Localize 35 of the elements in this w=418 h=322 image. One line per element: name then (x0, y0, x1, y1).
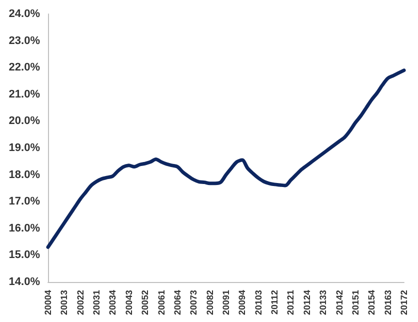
x-tick-label: 20061 (156, 290, 166, 316)
x-tick-label: 20004 (43, 290, 53, 316)
y-tick-label: 18.0% (8, 168, 40, 181)
x-tick-label: 20064 (172, 290, 182, 316)
x-tick-label: 20112 (270, 290, 280, 315)
y-tick-label: 21.0% (8, 88, 40, 100)
y-tick-label: 24.0% (8, 8, 40, 20)
y-tick-label: 20.0% (8, 115, 40, 128)
x-tick-label: 20142 (334, 290, 344, 316)
x-tick-label: 20082 (204, 290, 215, 316)
y-tick-label: 15.0% (8, 249, 40, 262)
y-tick-label: 14.0% (8, 276, 40, 288)
y-tick-label: 23.0% (8, 34, 40, 47)
y-tick-label: 16.0% (8, 222, 40, 234)
line-series (46, 68, 406, 249)
x-tick-label: 20133 (318, 290, 328, 316)
x-tick-label: 20013 (59, 290, 70, 316)
x-tick-label: 20151 (350, 290, 360, 316)
x-tick-label: 20034 (108, 290, 118, 316)
x-tick-label: 20091 (221, 290, 231, 316)
y-tick-label: 22.0% (8, 62, 40, 74)
x-tick-label: 20052 (140, 290, 150, 316)
y-tick-label: 19.0% (8, 142, 40, 154)
x-tick-label: 20154 (366, 290, 377, 316)
x-tick-label: 20124 (302, 290, 312, 316)
x-tick-label: 20043 (124, 290, 134, 316)
x-tick-label: 20022 (75, 290, 86, 316)
x-tick-label: 20103 (253, 290, 264, 316)
x-tick-label: 20073 (188, 290, 199, 316)
y-tick-label: 17.0% (8, 196, 40, 208)
x-tick-label: 20031 (92, 290, 102, 316)
x-tick-label: 20121 (286, 290, 296, 316)
x-tick-label: 20094 (237, 290, 248, 316)
x-tick-label: 20172 (399, 290, 409, 316)
x-tick-label: 20163 (382, 290, 393, 316)
